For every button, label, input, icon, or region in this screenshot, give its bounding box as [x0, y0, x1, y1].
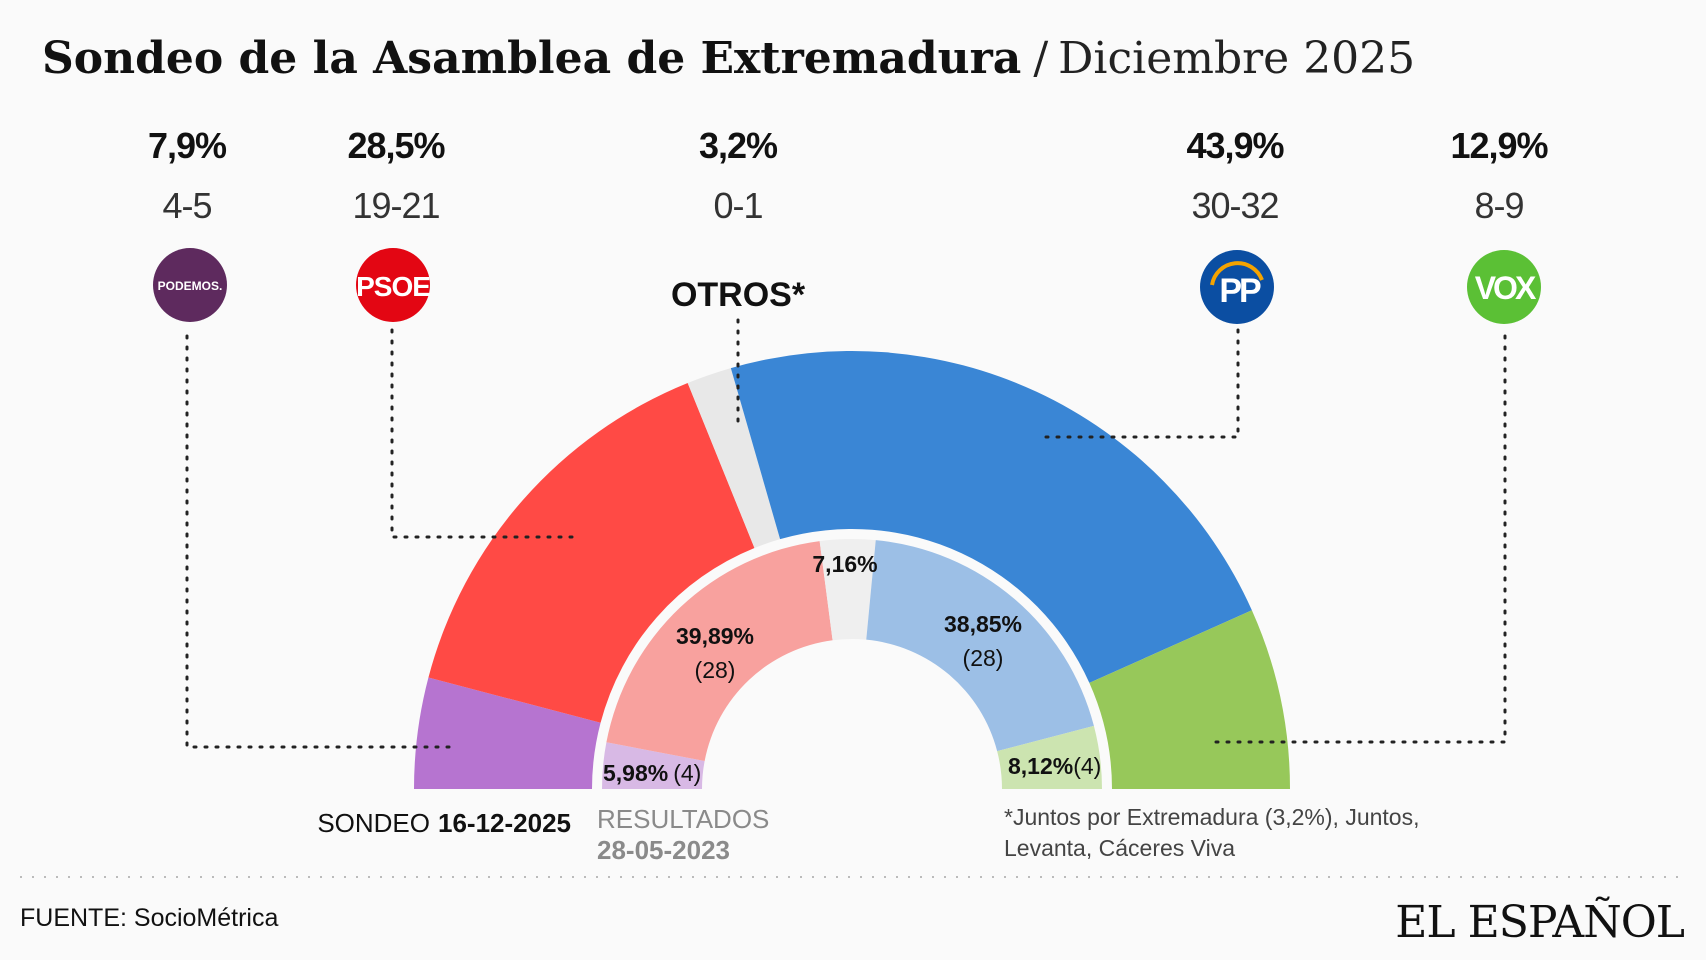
pp-logo-text: PP [1219, 272, 1261, 310]
inner-labels: 39,89% (28) 7,16% 38,85% (28) [676, 551, 1022, 683]
resultados-segment-pp [866, 540, 1094, 752]
ring-separator [592, 529, 1112, 790]
resultados-segment-vox [997, 725, 1102, 789]
vox-seats: 8-9 [1474, 185, 1523, 226]
pp-pct: 43,9% [1186, 125, 1284, 166]
vox-leader [1211, 334, 1507, 744]
podemos-logo [153, 248, 227, 322]
pp-gull-icon [1210, 261, 1264, 286]
podemos-pct: 7,9% [148, 125, 227, 166]
podemos-leader [185, 334, 454, 749]
sondeo-segment-vox [1089, 610, 1290, 789]
vox-2023-label: 8,12%(4) [1008, 753, 1101, 779]
vox-logo-text: VOX [1475, 270, 1537, 306]
psoe-logo [356, 248, 430, 322]
podemos-2023-label: 5,98% (4) [603, 760, 701, 786]
footnote-line2: Levanta, Cáceres Viva [1004, 835, 1235, 861]
resultados-date: 28-05-2023 [597, 835, 730, 865]
otros-seats: 0-1 [713, 185, 762, 226]
psoe-logo-text: PSOE [356, 271, 430, 302]
resultados-segment-psoe [606, 541, 833, 761]
pp-2023-pct: 38,85% [944, 611, 1022, 637]
otros-pct: 3,2% [699, 125, 778, 166]
psoe-seats: 19-21 [352, 185, 439, 226]
pp-2023-seats: (28) [963, 645, 1004, 671]
resultados-segment-otros [819, 539, 876, 641]
podemos-logo-text: PODEMOS. [158, 279, 223, 293]
resultados-caption: RESULTADOS [597, 804, 769, 834]
brand-logo: EL ESPAÑOL [1395, 895, 1685, 948]
psoe-leader [390, 328, 575, 539]
otros-2023-pct: 7,16% [812, 551, 877, 577]
sondeo-segment-pp [730, 350, 1252, 683]
sondeo-segment-otros [687, 368, 781, 548]
otros-label: OTROS* [671, 276, 806, 314]
source: FUENTE: SocioMétrica [20, 904, 278, 932]
pp-leader [1039, 328, 1240, 439]
resultados-segment-podemos [602, 742, 705, 789]
sondeo-segment-psoe [428, 382, 755, 723]
hemicycle [414, 350, 1290, 790]
pp-seats: 30-32 [1191, 185, 1278, 226]
party-logos: PODEMOS. PSOE OTROS* PP VOX [153, 248, 1541, 324]
psoe-2023-seats: (28) [695, 657, 736, 683]
vox-pct: 12,9% [1450, 125, 1548, 166]
page-title: Sondeo de la Asamblea de Extremadura / Dic… [42, 33, 1415, 84]
party-headers: 7,9% 4-5 28,5% 19-21 3,2% 0-1 43,9% 30-3… [148, 125, 1550, 226]
leader-lines [185, 318, 1507, 749]
vox-logo [1467, 250, 1541, 324]
psoe-2023-pct: 39,89% [676, 623, 754, 649]
sondeo-segment-podemos [414, 677, 601, 789]
sondeo-caption: SONDEO 16-12-2025 [317, 808, 571, 838]
footnote-line1: *Juntos por Extremadura (3,2%), Juntos, [1004, 804, 1419, 830]
podemos-seats: 4-5 [162, 185, 211, 226]
psoe-pct: 28,5% [347, 125, 445, 166]
